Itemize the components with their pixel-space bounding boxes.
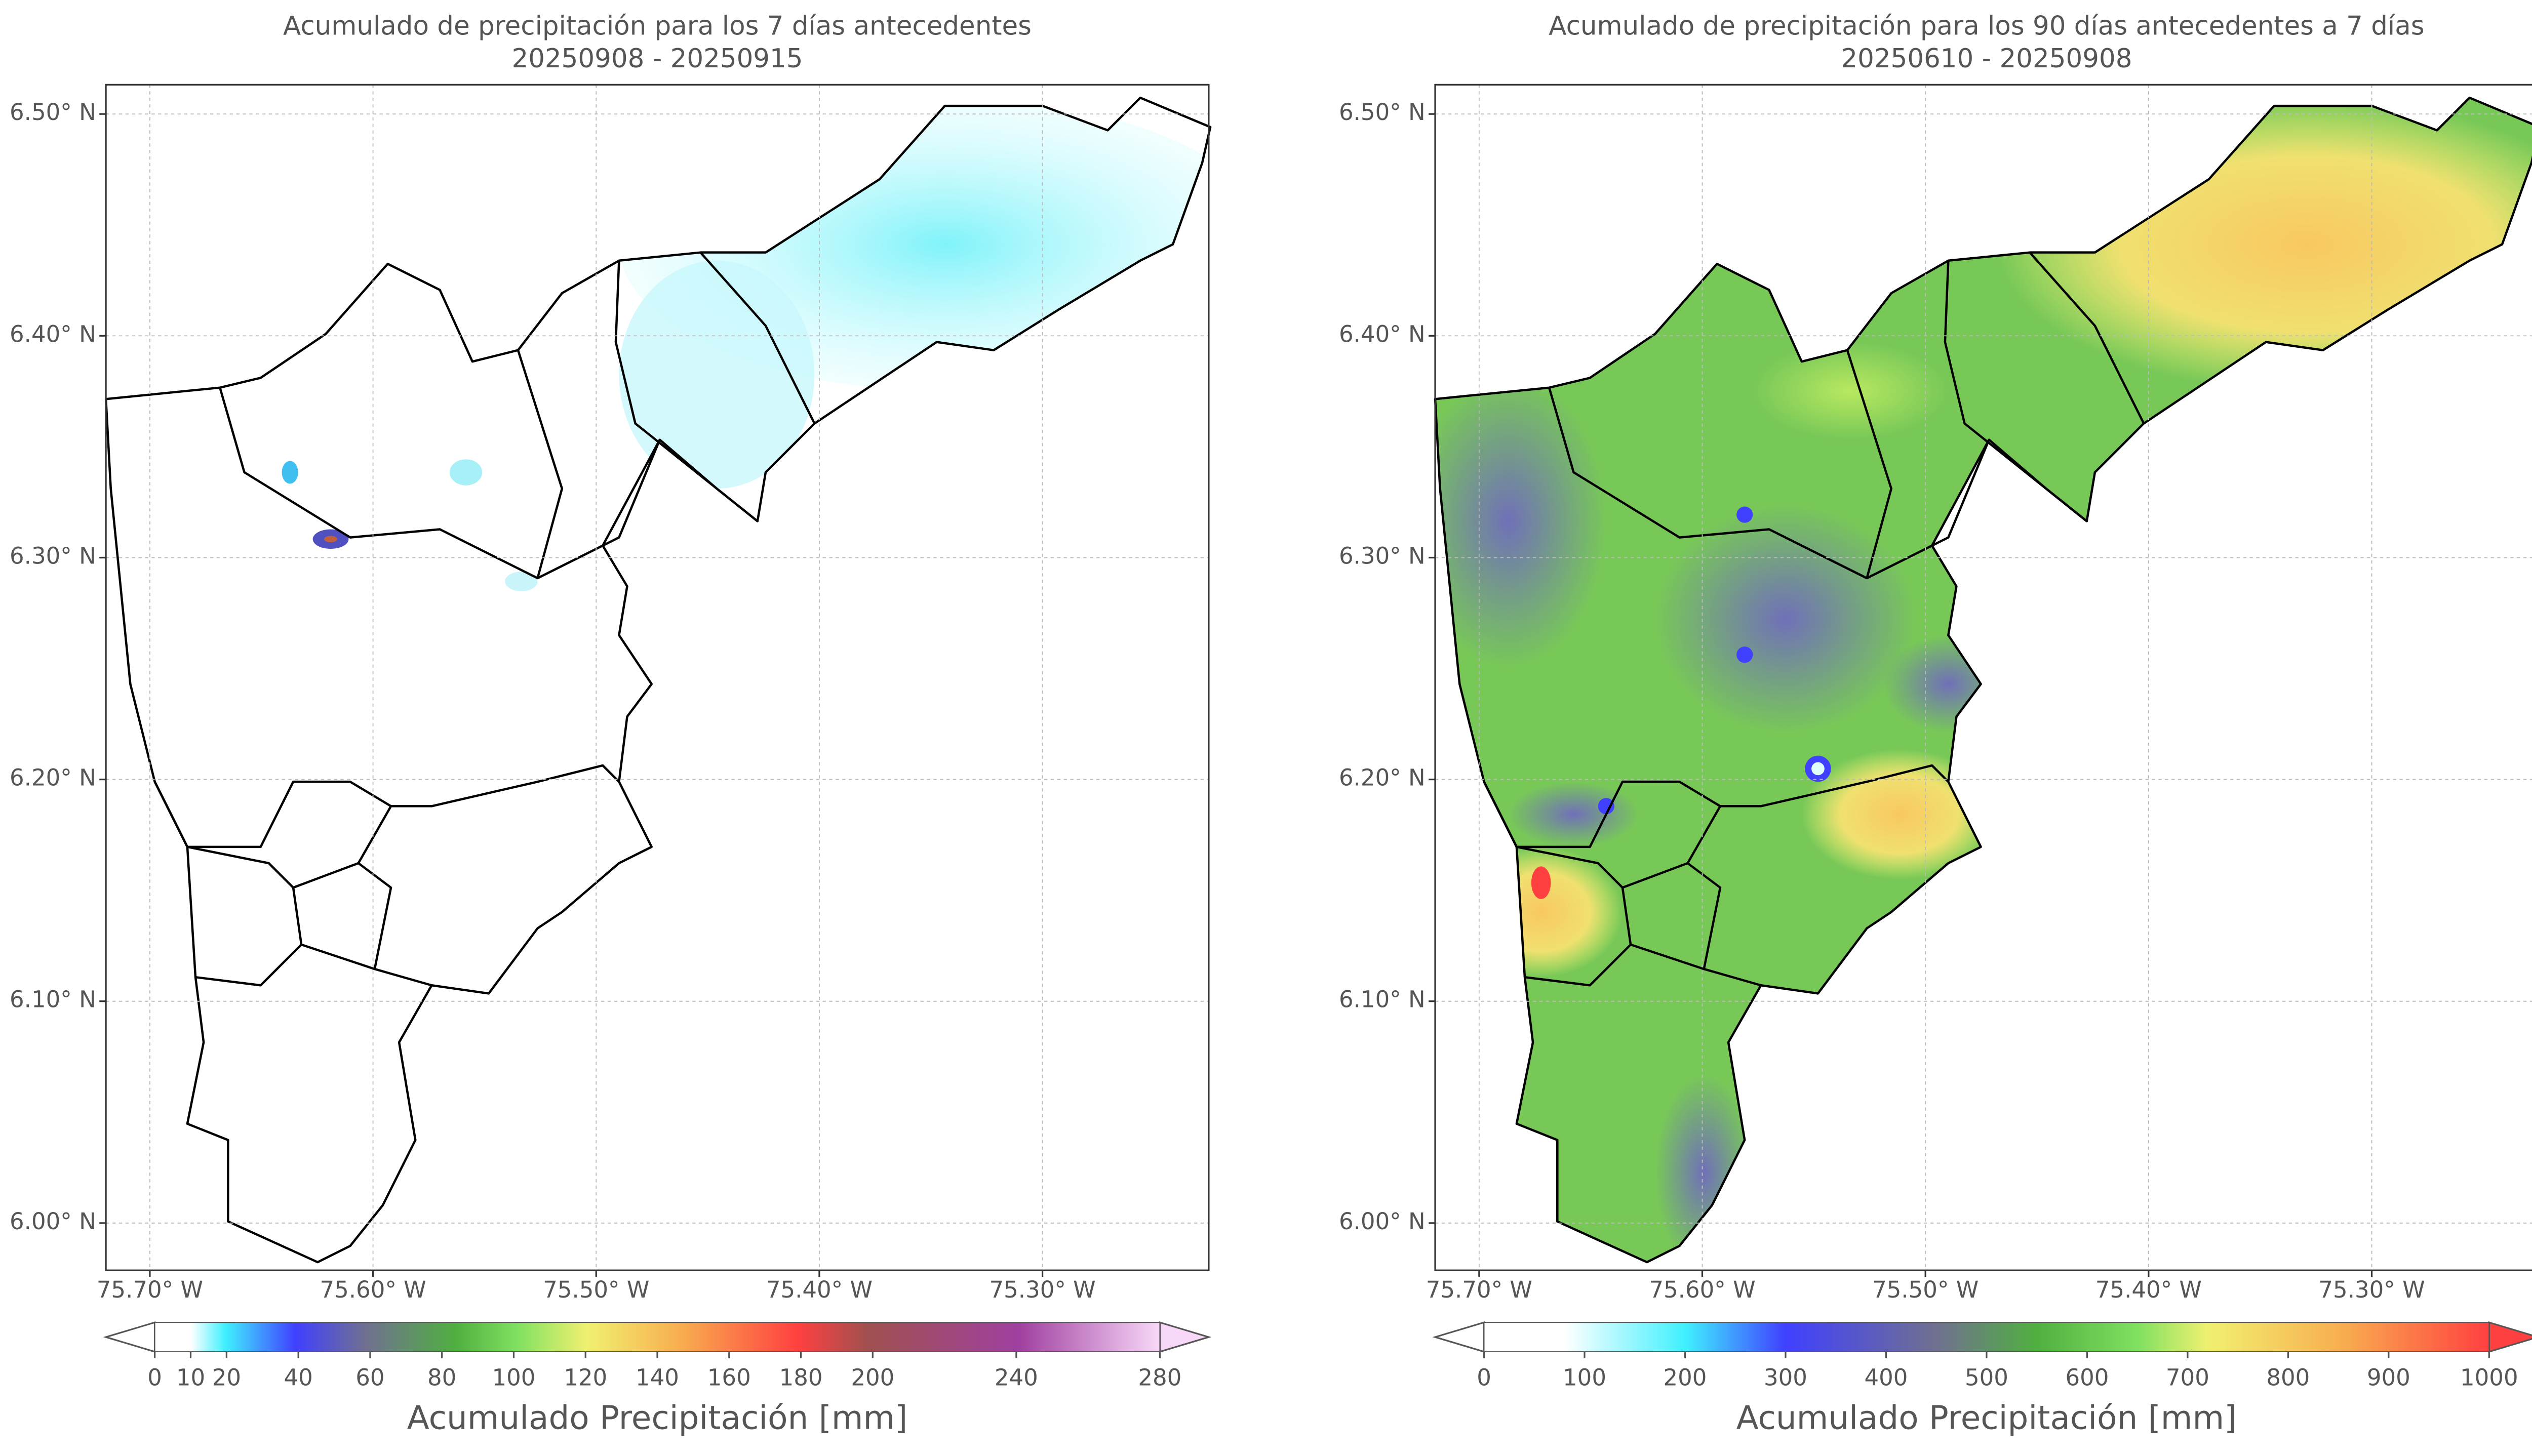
colorbar-tick-label: 100 (1563, 1364, 1606, 1391)
colorbar-tick-label: 140 (636, 1364, 679, 1391)
x-tick-label: 75.60° W (1649, 1276, 1755, 1303)
colorbar-label: Acumulado Precipitación [mm] (1736, 1399, 2237, 1437)
x-tick-label: 75.70° W (97, 1276, 203, 1303)
panel-title: Acumulado de precipitación para los 7 dí… (283, 11, 1032, 42)
panel-subtitle: 20250610 - 20250908 (1841, 44, 2132, 74)
colorbar-extend (1159, 1321, 1212, 1353)
y-tick-label: 6.10° N (1339, 986, 1426, 1013)
colorbar-extend (1432, 1321, 1485, 1353)
colorbar-tick-label: 280 (1138, 1364, 1181, 1391)
colorbar-tick-label: 120 (564, 1364, 607, 1391)
y-tick-label: 6.50° N (10, 99, 96, 126)
precip-field (1411, 82, 2532, 1286)
x-tick-label: 75.70° W (1426, 1276, 1532, 1303)
colorbar-label: Acumulado Precipitación [mm] (407, 1399, 908, 1437)
colorbar-tick-label: 400 (1864, 1364, 1908, 1391)
colorbar-tick-label: 160 (707, 1364, 751, 1391)
y-tick-label: 6.20° N (1339, 764, 1426, 791)
map-frame (105, 84, 1210, 1271)
colorbar-tick-label: 500 (1965, 1364, 2008, 1391)
colorbar-tick-label: 200 (1664, 1364, 1707, 1391)
x-tick-label: 75.40° W (766, 1276, 873, 1303)
colorbar-tick-label: 0 (1477, 1364, 1491, 1391)
colorbar-tick-label: 900 (2367, 1364, 2410, 1391)
colorbar-tick-label: 1000 (2460, 1364, 2518, 1391)
x-tick-label: 75.30° W (2318, 1276, 2425, 1303)
y-tick-label: 6.10° N (10, 986, 96, 1013)
colorbar-tick-label: 700 (2166, 1364, 2209, 1391)
y-tick-label: 6.30° N (10, 542, 96, 569)
x-tick-label: 75.50° W (543, 1276, 649, 1303)
y-tick-label: 6.00° N (1339, 1208, 1426, 1235)
x-tick-label: 75.40° W (2095, 1276, 2202, 1303)
axes-layer: Acumulado de precipitación para los 7 dí… (10, 11, 2532, 1437)
colorbar-tick-label: 10 (176, 1364, 205, 1391)
colorbar-tick-label: 40 (284, 1364, 313, 1391)
colorbar-tick-label: 60 (355, 1364, 384, 1391)
colorbar-tick-label: 20 (212, 1364, 241, 1391)
colorbar-tick-label: 80 (427, 1364, 456, 1391)
colorbar-tick-label: 240 (995, 1364, 1038, 1391)
colorbar-tick-label: 800 (2266, 1364, 2310, 1391)
x-tick-label: 75.30° W (989, 1276, 1095, 1303)
colorbar-tick-label: 180 (779, 1364, 823, 1391)
y-tick-label: 6.00° N (10, 1208, 96, 1235)
colorbar-extend (103, 1321, 156, 1353)
y-tick-label: 6.20° N (10, 764, 96, 791)
colorbar-tick-label: 100 (492, 1364, 535, 1391)
panel-title: Acumulado de precipitación para los 90 d… (1549, 11, 2424, 42)
colorbar-tick-label: 200 (851, 1364, 894, 1391)
x-tick-label: 75.60° W (320, 1276, 426, 1303)
y-tick-label: 6.40° N (10, 320, 96, 347)
y-tick-label: 6.40° N (1339, 320, 1426, 347)
colorbar (1483, 1322, 2490, 1353)
x-tick-label: 75.50° W (1872, 1276, 1979, 1303)
panel-subtitle: 20250908 - 20250915 (511, 44, 803, 74)
y-tick-label: 6.50° N (1339, 99, 1426, 126)
y-tick-label: 6.30° N (1339, 542, 1426, 569)
colorbar-tick-label: 600 (2065, 1364, 2109, 1391)
colorbar-tick-label: 0 (147, 1364, 162, 1391)
colorbar (154, 1322, 1161, 1353)
colorbar-tick-label: 300 (1764, 1364, 1807, 1391)
colorbar-extend (2488, 1321, 2532, 1353)
map-frame (1434, 84, 2532, 1271)
